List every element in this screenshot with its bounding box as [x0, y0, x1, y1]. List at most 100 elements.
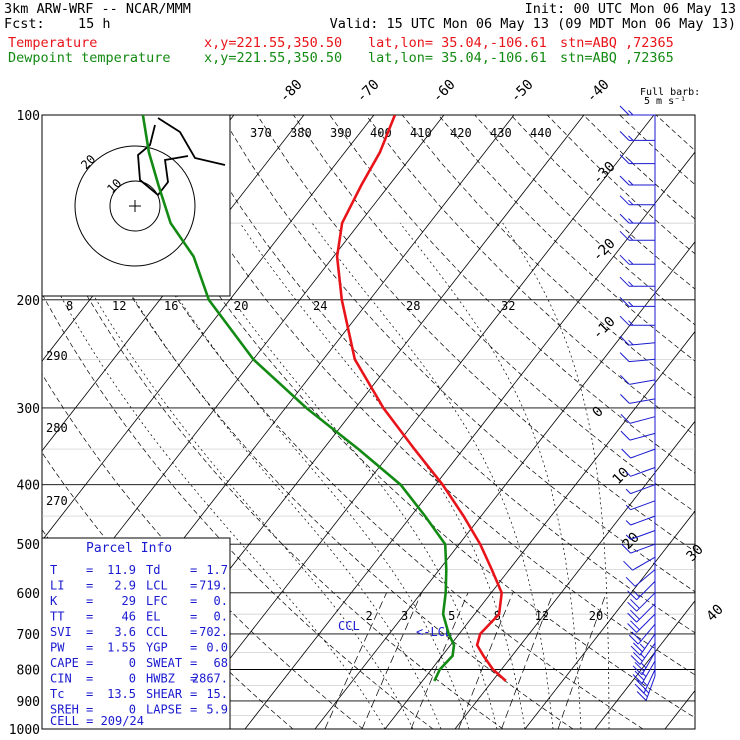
pressure-tick-label: 800	[17, 663, 40, 678]
parcel-key: YGP	[146, 641, 168, 655]
dry-adiabat-line	[42, 119, 574, 729]
parcel-equals: =	[190, 687, 197, 701]
parcel-value: 46	[122, 610, 136, 624]
init-time: Init: 00 UTC Mon 06 May 13	[524, 1, 736, 17]
parcel-value: 13.5	[107, 687, 136, 701]
wind-barb	[630, 642, 656, 665]
parcel-value: 15.	[206, 687, 228, 701]
hodograph-ring	[74, 145, 196, 267]
hodograph-speed-label: 12	[112, 299, 126, 313]
parcel-key: EL	[146, 610, 160, 624]
parcel-key: SREH	[50, 703, 79, 717]
wind-barb	[619, 175, 655, 186]
parcel-equals: =	[190, 579, 197, 593]
theta-label: 370	[250, 126, 272, 140]
isotherm-line	[524, 510, 695, 729]
parcel-value: 2867.	[192, 672, 228, 686]
parcel-value: 702.	[199, 625, 228, 639]
parcel-key: PW	[50, 641, 65, 655]
moist-adiabat-line	[502, 222, 610, 729]
hodograph-speed-label: 16	[164, 299, 178, 313]
parcel-key: LAPSE	[146, 703, 182, 717]
wind-barb	[627, 581, 656, 601]
theta-label: 380	[290, 126, 312, 140]
temperature-tick-label: -50	[508, 77, 537, 106]
pressure-tick-label: 900	[17, 695, 40, 710]
temperature-label: Temperature	[8, 35, 98, 51]
temperature-tick-label: -80	[277, 77, 306, 106]
parcel-info-panel	[41, 537, 231, 730]
parcel-key: Tc	[50, 687, 64, 701]
dry-adiabat-line	[256, 115, 695, 552]
hodograph-trace	[157, 117, 226, 166]
temperature-tick-label: -60	[430, 77, 459, 106]
moist-adiabat-line	[90, 222, 442, 729]
theta-label: 290	[46, 349, 68, 363]
parcel-equals: =	[190, 625, 197, 639]
wind-barb	[625, 515, 656, 526]
parcel-value: 0.	[214, 610, 228, 624]
wind-barb	[625, 530, 656, 540]
parcel-key: T	[50, 563, 57, 577]
wind-barb	[619, 105, 655, 116]
parcel-value: 68	[214, 656, 228, 670]
pressure-tick-label: 600	[17, 587, 40, 602]
wind-barb	[619, 352, 656, 363]
temperature-tick-label: 20	[620, 530, 643, 553]
dry-adiabat-line	[42, 209, 504, 729]
wind-barb	[630, 633, 656, 656]
ccl-label: CCL	[338, 619, 360, 633]
parcel-key: HWBZ	[146, 672, 175, 686]
hodograph-speed-label: 20	[234, 299, 248, 313]
wind-barb	[625, 467, 656, 477]
pressure-tick-label: 200	[17, 294, 40, 309]
wind-barb	[619, 315, 655, 326]
parcel-equals: =	[86, 610, 93, 624]
moist-adiabat-line	[399, 222, 582, 729]
wind-barb	[620, 394, 656, 404]
dry-adiabat-line	[655, 115, 695, 152]
parcel-equals: =	[86, 579, 93, 593]
parcel-equals: =	[86, 703, 93, 717]
parcel-value: 3.6	[114, 625, 136, 639]
hodograph-speed-label: 28	[406, 299, 420, 313]
dry-adiabat-line	[42, 292, 434, 729]
parcel-value: 0.	[214, 594, 228, 608]
temperature-tick-label: -20	[590, 236, 619, 265]
dewpoint-label: Dewpoint temperature	[8, 50, 171, 66]
parcel-equals: =	[86, 563, 93, 577]
parcel-value: 0	[129, 703, 136, 717]
pressure-tick-label: 1000	[9, 723, 40, 738]
parcel-equals: =	[190, 672, 197, 686]
temperature-tick-label: 0	[590, 404, 607, 421]
dewpoint-station: stn=ABQ ,72365	[560, 50, 674, 66]
isotherm-line	[594, 600, 695, 729]
moist-adiabat-line	[131, 222, 470, 729]
temperature-tick-label: -70	[354, 77, 383, 106]
dry-adiabat-line	[583, 115, 695, 220]
model-title: 3km ARW-WRF -- NCAR/MMM	[4, 1, 191, 17]
dry-adiabat-line	[474, 115, 695, 326]
moist-adiabat-line	[180, 222, 498, 729]
parcel-key: TT	[50, 610, 64, 624]
parcel-value: 2.9	[114, 579, 136, 593]
wind-barb	[619, 297, 655, 307]
pressure-tick-label: 400	[17, 479, 40, 494]
parcel-key: SVI	[50, 625, 72, 639]
theta-label: 410	[410, 126, 432, 140]
pressure-tick-label: 100	[17, 109, 40, 124]
parcel-equals: =	[190, 641, 197, 655]
wind-barb	[619, 254, 655, 265]
parcel-key: CCL	[146, 625, 168, 639]
parcel-value: 0.0	[206, 641, 228, 655]
hodograph-center-marker	[129, 200, 141, 212]
theta-label: 280	[46, 421, 68, 435]
dry-adiabat-line	[184, 115, 695, 634]
dry-adiabat-line	[220, 115, 695, 593]
dry-adiabat-line	[75, 115, 644, 729]
mixing-ratio-label: 20	[589, 609, 603, 623]
parcel-value: 0	[129, 672, 136, 686]
wind-barb	[620, 430, 656, 441]
wind-barb	[625, 484, 656, 495]
